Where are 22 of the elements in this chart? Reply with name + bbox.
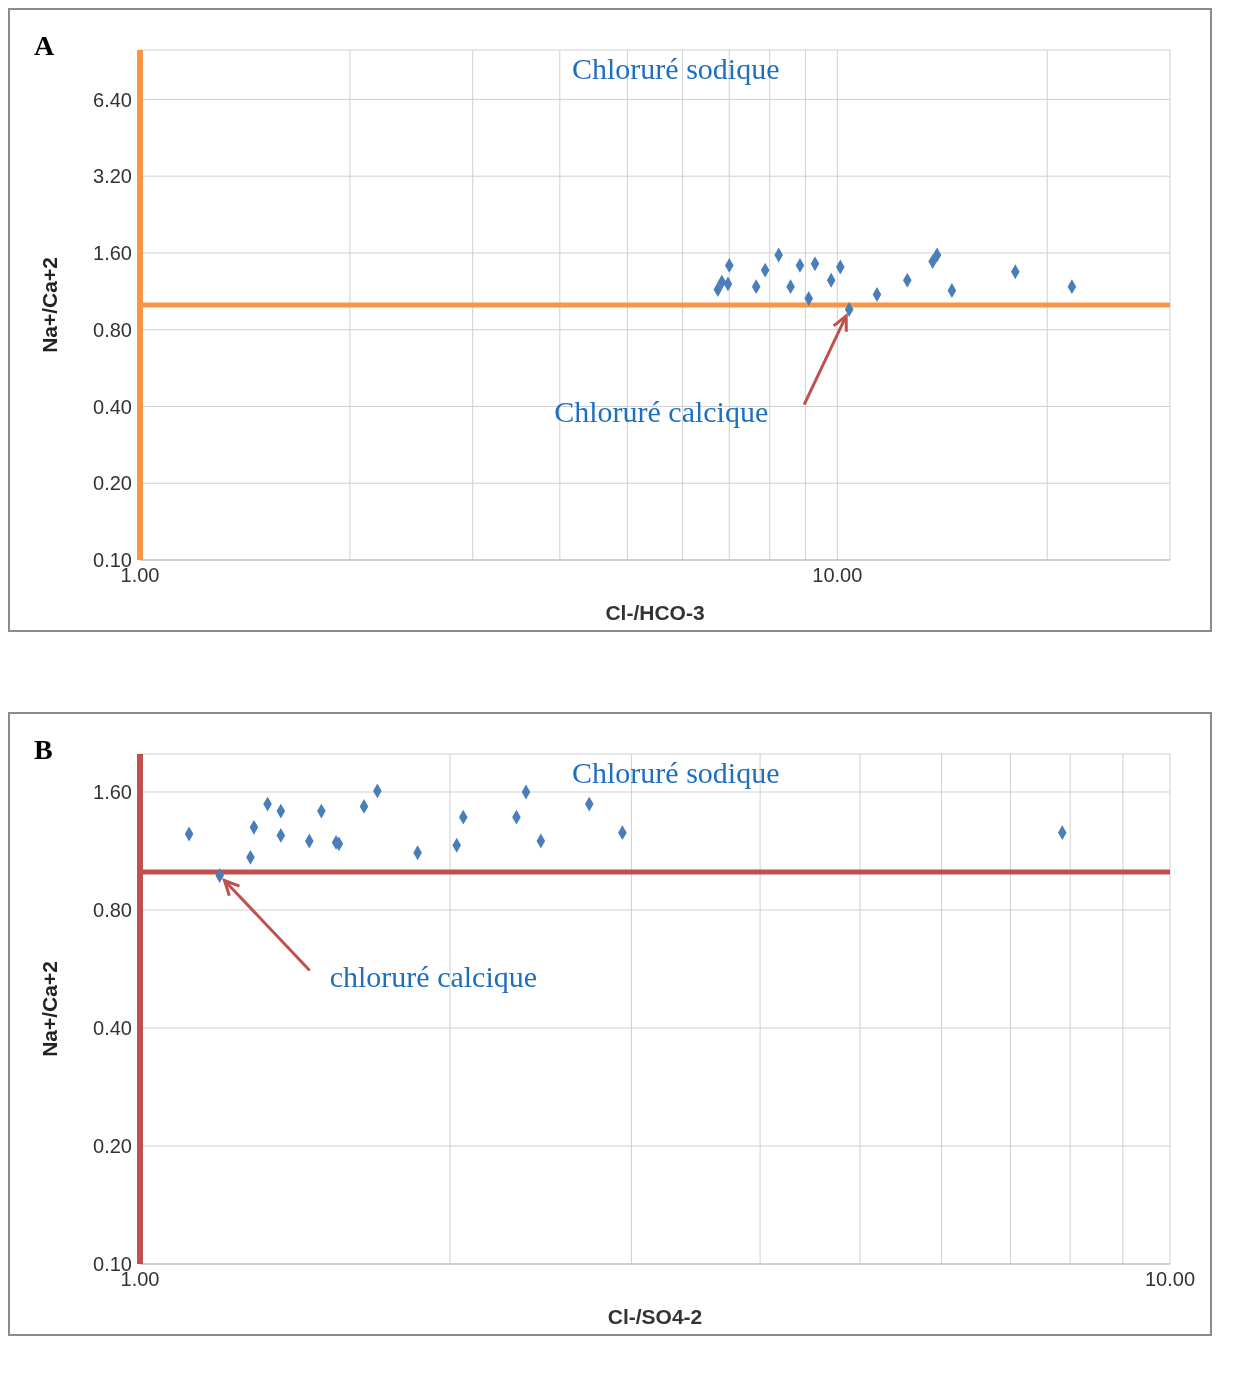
x-tick-label: 10.00	[1144, 1268, 1196, 1291]
y-tick-label: 0.40	[93, 1017, 132, 1040]
y-tick-label: 0.80	[93, 318, 132, 341]
annotation: Chloruré sodique	[572, 52, 780, 86]
annotation: Chloruré sodique	[572, 756, 780, 790]
y-axis-title: Na+/Ca+2	[38, 257, 62, 353]
y-axis-title: Na+/Ca+2	[38, 961, 62, 1057]
y-tick-label: 1.60	[93, 781, 132, 804]
y-tick-label: 1.60	[93, 242, 132, 265]
y-tick-label: 3.20	[93, 165, 132, 188]
annotation: Chloruré calcique	[554, 394, 769, 429]
y-tick-label: 6.40	[93, 88, 132, 111]
x-axis-title: Cl-/SO4-2	[607, 1305, 703, 1328]
annotation: chloruré calcique	[329, 960, 538, 995]
y-tick-label: 0.40	[93, 395, 132, 418]
x-tick-label: 10.00	[812, 564, 863, 587]
x-axis-title: Cl-/HCO-3	[605, 601, 705, 624]
y-tick-label: 0.20	[93, 1135, 132, 1158]
chart-title: B	[34, 734, 53, 766]
chart-title: A	[34, 30, 55, 62]
y-tick-label: 0.20	[93, 472, 132, 495]
y-tick-label: 0.80	[93, 899, 132, 922]
